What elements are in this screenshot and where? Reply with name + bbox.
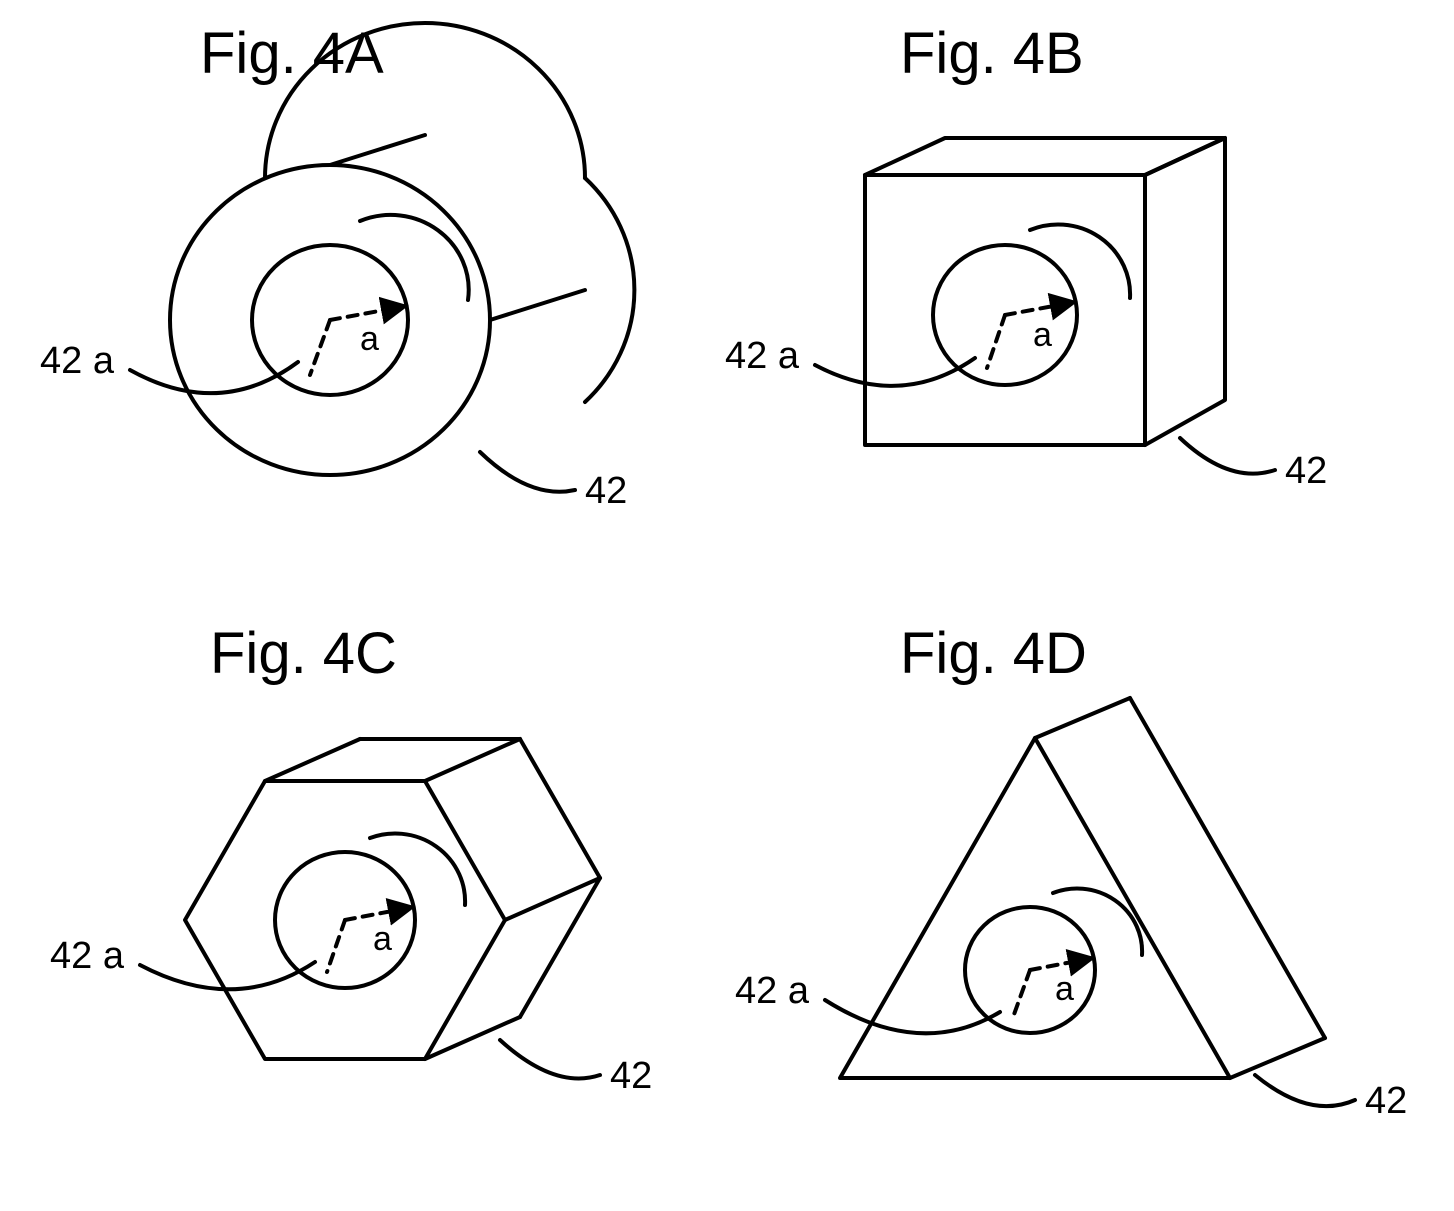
fig-4a-shape — [130, 23, 634, 492]
fig-4a-ref-body: 42 — [585, 470, 627, 513]
fig-4b-radius-label: a — [1033, 316, 1052, 355]
fig-4a-ref-hole: 42 a — [40, 340, 114, 383]
fig-4d-ref-body: 42 — [1365, 1080, 1407, 1123]
fig-4d-ref-hole: 42 a — [735, 970, 809, 1013]
fig-4c-ref-body: 42 — [610, 1055, 652, 1098]
figure-svg — [0, 0, 1454, 1211]
fig-4b-ref-hole: 42 a — [725, 335, 799, 378]
fig-4c-title: Fig. 4C — [210, 620, 397, 687]
fig-4c-radius-label: a — [373, 920, 392, 959]
fig-4a-radius-label: a — [360, 320, 379, 359]
fig-4d-radius-label: a — [1055, 970, 1074, 1009]
fig-4c-ref-hole: 42 a — [50, 935, 124, 978]
fig-4d-shape — [825, 698, 1355, 1106]
fig-4b-shape — [815, 138, 1275, 474]
fig-4b-ref-body: 42 — [1285, 450, 1327, 493]
fig-4a-title: Fig. 4A — [200, 20, 384, 87]
fig-4d-title: Fig. 4D — [900, 620, 1087, 687]
fig-4c-shape — [140, 739, 600, 1078]
fig-4b-title: Fig. 4B — [900, 20, 1084, 87]
